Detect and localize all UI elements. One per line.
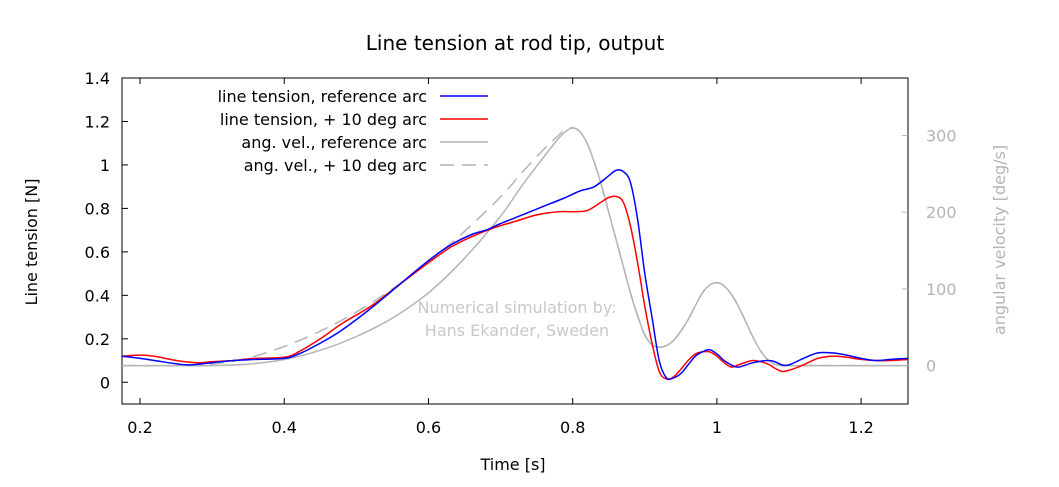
y2-tick-label: 200	[926, 203, 957, 222]
x-axis-label: Time [s]	[479, 455, 545, 474]
annotation-line-2: Hans Ekander, Sweden	[425, 321, 609, 340]
y-tick-label: 1.4	[85, 69, 110, 88]
series-line-3	[122, 127, 908, 367]
y-tick-label: 0.2	[85, 330, 110, 349]
legend-label: line tension, + 10 deg arc	[220, 110, 427, 129]
series-layer	[122, 127, 908, 381]
y-tick-label: 1	[100, 156, 110, 175]
legend-label: ang. vel., reference arc	[241, 133, 427, 152]
series-line-1	[122, 195, 908, 381]
x-tick-label: 1.2	[848, 418, 873, 437]
chart-title: Line tension at rod tip, output	[366, 31, 665, 55]
legend-label: ang. vel., + 10 deg arc	[244, 156, 427, 175]
y2-tick-label: 0	[926, 357, 936, 376]
x-tick-label: 1	[712, 418, 722, 437]
y2-tick-label: 300	[926, 127, 957, 146]
axis-layer: 0.2 0.4 0.6 0.8 1 1.2 0 0.2 0.4 0.6 0.8 1 1.2 1.4 0 100…	[85, 69, 957, 437]
x-tick-label: 0.6	[416, 418, 441, 437]
x-tick-label: 0.4	[272, 418, 297, 437]
y2-axis-label: angular velocity [deg/s]	[990, 145, 1009, 335]
legend: line tension, reference arc line tension,…	[218, 87, 488, 175]
y-tick-label: 0.4	[85, 286, 110, 305]
y-tick-label: 0	[100, 373, 110, 392]
x-tick-label: 0.8	[560, 418, 585, 437]
y-axis-label: Line tension [N]	[22, 179, 41, 306]
y-tick-label: 1.2	[85, 112, 110, 131]
series-line-0	[122, 169, 908, 381]
y-tick-label: 0.6	[85, 243, 110, 262]
y-tick-label: 0.8	[85, 199, 110, 218]
legend-label: line tension, reference arc	[218, 87, 427, 106]
y2-tick-label: 100	[926, 280, 957, 299]
x-tick-label: 0.2	[127, 418, 152, 437]
plot-frame	[121, 77, 909, 405]
annotation-line-1: Numerical simulation by:	[417, 298, 616, 317]
